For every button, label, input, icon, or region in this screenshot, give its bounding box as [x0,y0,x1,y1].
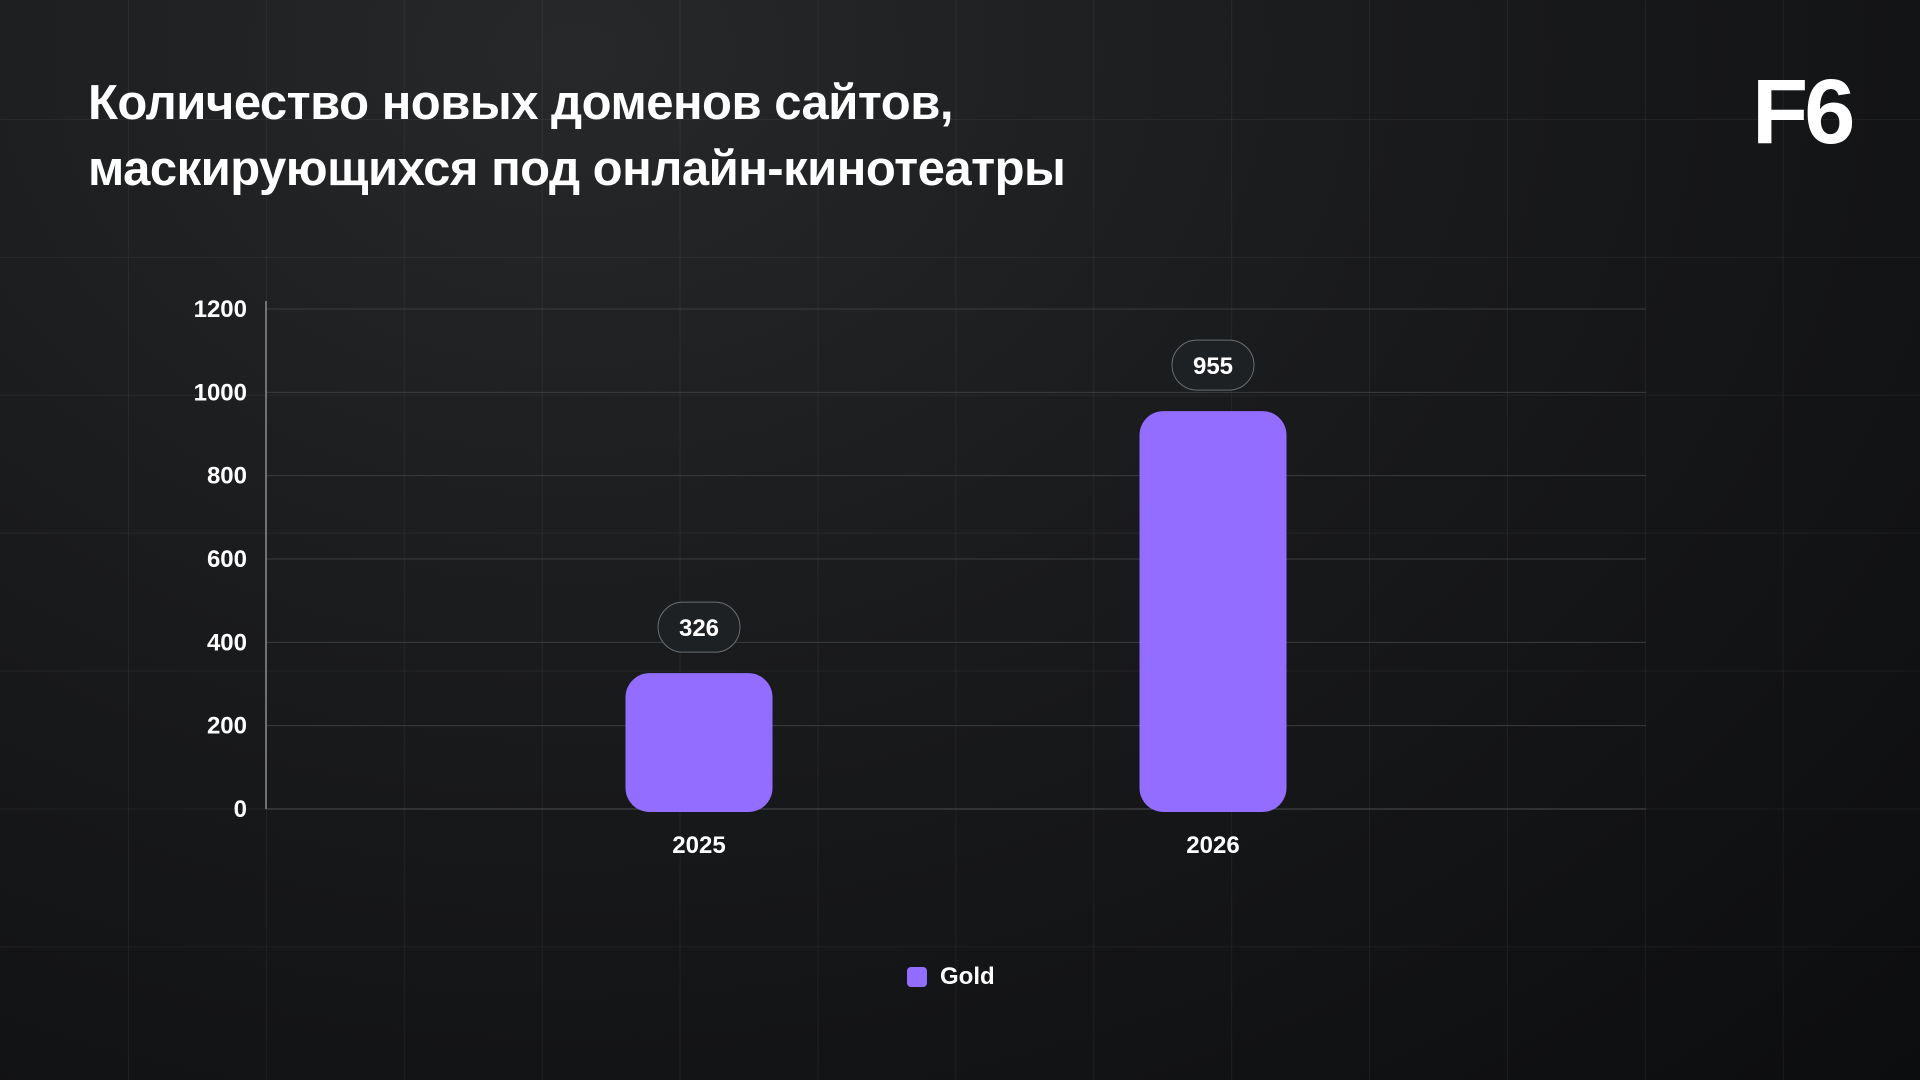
x-tick-label: 2026 [1186,832,1239,859]
y-tick-label: 1200 [194,296,247,323]
bar-2026 [1139,411,1287,812]
legend-label: Gold [940,963,995,990]
title-line-2: маскирующихся под онлайн-кинотеатры [88,142,1066,196]
y-tick-label: 0 [234,796,247,823]
legend-swatch [907,967,927,987]
y-tick-label: 800 [207,463,247,490]
y-tick-label: 400 [207,629,247,656]
title-line-1: Количество новых доменов сайтов, [88,76,953,130]
legend: Gold [907,963,995,991]
bar-2025 [625,673,773,812]
data-label: 326 [679,615,719,642]
data-label-pill [657,601,741,653]
data-label-pill [1171,339,1255,391]
f6-logo: F6 [1752,61,1855,163]
y-tick-label: 600 [207,546,247,573]
y-tick-label: 200 [207,713,247,740]
data-label: 955 [1193,353,1233,380]
x-tick-label: 2025 [672,832,725,859]
page-title: Количество новых доменов сайтов, маскиру… [88,70,1066,202]
y-tick-label: 1000 [194,379,247,406]
